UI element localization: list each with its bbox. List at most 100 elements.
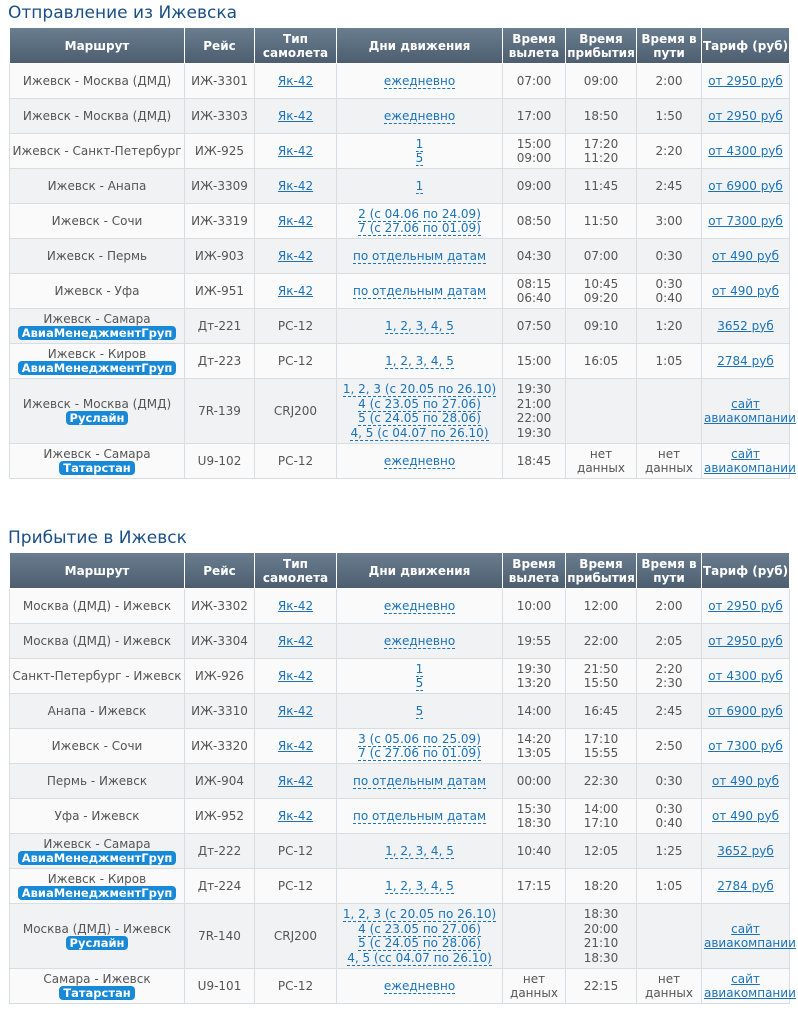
plane-type-link[interactable]: Як-42 (277, 668, 314, 683)
route-name: Москва (ДМД) - Ижевск (22, 921, 172, 936)
days-link[interactable]: по отдельным датам (353, 773, 486, 789)
days-link[interactable]: 5 (с 24.05 по 28.06) (358, 936, 481, 951)
days-link[interactable]: по отдельным датам (353, 283, 486, 299)
route-cell: Ижевск - Киров АвиаМенеджментГруп (9, 868, 185, 904)
flight-cell: ИЖ-3310 (184, 693, 255, 729)
airline-badge[interactable]: Татарстан (59, 461, 135, 475)
days-link[interactable]: 1 (415, 661, 424, 677)
airline-badge[interactable]: АвиаМенеджментГруп (17, 326, 177, 340)
tariff-link[interactable]: авиакомпании (704, 986, 796, 1000)
days-link[interactable]: 1 (415, 178, 424, 194)
tariff-link[interactable]: от 6900 руб (708, 703, 783, 718)
days-link[interactable]: 5 (415, 151, 424, 166)
plane-type-link[interactable]: Як-42 (277, 773, 314, 788)
days-link[interactable]: 4, 5 (с 04.07 по 26.10) (350, 425, 489, 441)
days-link[interactable]: 1, 2, 3, 4, 5 (385, 843, 454, 859)
plane-type-link[interactable]: Як-42 (277, 143, 314, 158)
tariff-link[interactable]: сайт (731, 921, 760, 936)
duration: 2:20 (655, 143, 683, 158)
days-link[interactable]: ежедневно (383, 73, 456, 89)
table-row: Уфа - Ижевск ИЖ-952 Як-42 по отдельным дата… (9, 798, 790, 834)
tariff-link[interactable]: от 2950 руб (708, 73, 783, 88)
days-link[interactable]: 2 (с 04.06 по 24.09) (358, 206, 481, 222)
tariff-link[interactable]: 3652 руб (717, 843, 774, 858)
plane-type-link[interactable]: Як-42 (277, 213, 314, 228)
tariff-link[interactable]: от 490 руб (712, 283, 779, 298)
tariff-link[interactable]: 2784 руб (717, 878, 774, 893)
days-link[interactable]: по отдельным датам (353, 248, 486, 264)
airline-badge[interactable]: Руслайн (65, 936, 129, 950)
days-cell: 2 (с 04.06 по 24.09) 7 (с 27.06 по 01.09) (336, 203, 503, 239)
days-link[interactable]: 1, 2, 3 (с 20.05 по 26.10) (342, 907, 497, 922)
tariff-link[interactable]: авиакомпании (704, 461, 796, 475)
plane-type-link[interactable]: Як-42 (277, 178, 314, 193)
tariff-link[interactable]: от 2950 руб (708, 598, 783, 613)
days-link[interactable]: 3 (с 05.06 по 25.09) (358, 731, 481, 747)
plane-type-link[interactable]: Як-42 (277, 598, 314, 613)
airline-badge[interactable]: АвиаМенеджментГруп (17, 851, 177, 865)
arrival-time: 11:50 (583, 213, 619, 228)
tariff-link[interactable]: от 7300 руб (708, 738, 783, 753)
arrival-time: 22:30 (583, 773, 619, 788)
days-link[interactable]: 5 (с 24.05 по 28.06) (358, 411, 481, 426)
tariff-link[interactable]: сайт (731, 971, 760, 986)
tariff-link[interactable]: от 490 руб (712, 808, 779, 823)
days-link[interactable]: ежедневно (383, 108, 456, 124)
days-link[interactable]: 7 (с 27.06 по 01.09) (358, 221, 481, 236)
tariff-link[interactable]: от 2950 руб (708, 108, 783, 123)
days-link[interactable]: 4, 5 (сс 04.07 по 26.10) (347, 950, 492, 966)
days-link[interactable]: 4 (с 23.05 по 27.06) (358, 396, 481, 412)
days-link[interactable]: по отдельным датам (353, 808, 486, 824)
tariff-link[interactable]: от 7300 руб (708, 213, 783, 228)
flight-cell: ИЖ-925 (184, 133, 255, 169)
days-link[interactable]: 7 (с 27.06 по 01.09) (358, 746, 481, 761)
duration: 0:40 (655, 291, 683, 305)
days-link[interactable]: 1, 2, 3 (с 20.05 по 26.10) (342, 382, 497, 397)
plane-type-link[interactable]: Як-42 (277, 73, 314, 88)
duration: данных (645, 986, 693, 1000)
tariff-cell: сайт авиакомпании (701, 903, 796, 969)
days-link[interactable]: 1, 2, 3, 4, 5 (385, 318, 454, 334)
plane-type-link[interactable]: Як-42 (277, 108, 314, 123)
tariff-link[interactable]: сайт (731, 396, 760, 411)
arrival-time: 18:50 (583, 108, 619, 123)
plane-type-link[interactable]: Як-42 (277, 703, 314, 718)
plane-type-link[interactable]: Як-42 (277, 808, 314, 823)
route-name: Ижевск - Санкт-Петербург (12, 143, 182, 158)
tariff-link[interactable]: авиакомпании (704, 936, 796, 950)
tariff-link[interactable]: 2784 руб (717, 353, 774, 368)
tariff-link[interactable]: от 4300 руб (708, 143, 783, 158)
days-link[interactable]: 1 (415, 136, 424, 152)
airline-badge[interactable]: Татарстан (59, 986, 135, 1000)
tariff-link[interactable]: авиакомпании (704, 411, 796, 425)
days-link[interactable]: 4 (с 23.05 по 27.06) (358, 921, 481, 937)
arrival-time: 22:15 (583, 978, 619, 993)
departure-time: 09:00 (516, 178, 552, 193)
tariff-cell: от 2950 руб (701, 588, 790, 624)
tariff-link[interactable]: от 490 руб (712, 773, 779, 788)
days-link[interactable]: ежедневно (383, 633, 456, 649)
tariff-link[interactable]: от 6900 руб (708, 178, 783, 193)
days-link[interactable]: ежедневно (383, 453, 456, 469)
plane-type-link[interactable]: Як-42 (277, 248, 314, 263)
arrival-time: 17:10 (583, 816, 619, 830)
days-link[interactable]: 5 (415, 676, 424, 691)
tariff-link[interactable]: сайт (731, 446, 760, 461)
tariff-link[interactable]: от 2950 руб (708, 633, 783, 648)
days-link[interactable]: 5 (415, 703, 424, 719)
tariff-link[interactable]: от 4300 руб (708, 668, 783, 683)
tariff-link[interactable]: от 490 руб (712, 248, 779, 263)
days-link[interactable]: 1, 2, 3, 4, 5 (385, 353, 454, 369)
airline-badge[interactable]: Руслайн (65, 411, 129, 425)
plane-type-link[interactable]: Як-42 (277, 283, 314, 298)
airline-badge[interactable]: АвиаМенеджментГруп (17, 361, 177, 375)
days-link[interactable]: ежедневно (383, 598, 456, 614)
airline-badge[interactable]: АвиаМенеджментГруп (17, 886, 177, 900)
duration: 2:45 (655, 703, 683, 718)
plane-type-link[interactable]: Як-42 (277, 738, 314, 753)
plane-type-link[interactable]: Як-42 (277, 633, 314, 648)
tariff-link[interactable]: 3652 руб (717, 318, 774, 333)
arrival-time: 18:30 (583, 907, 619, 921)
days-link[interactable]: 1, 2, 3, 4, 5 (385, 878, 454, 894)
days-link[interactable]: ежедневно (383, 978, 456, 994)
